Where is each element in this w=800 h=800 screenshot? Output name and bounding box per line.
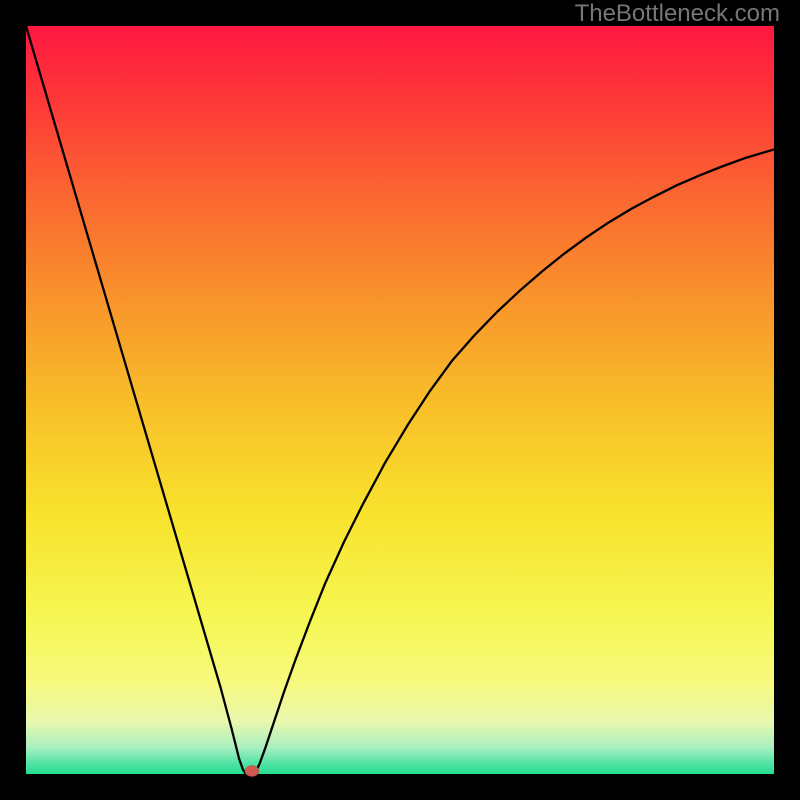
plot-background: [26, 26, 774, 774]
optimal-point-marker: [245, 766, 259, 777]
watermark-label: TheBottleneck.com: [575, 0, 780, 28]
bottleneck-chart: [0, 0, 800, 800]
chart-container: TheBottleneck.com: [0, 0, 800, 800]
